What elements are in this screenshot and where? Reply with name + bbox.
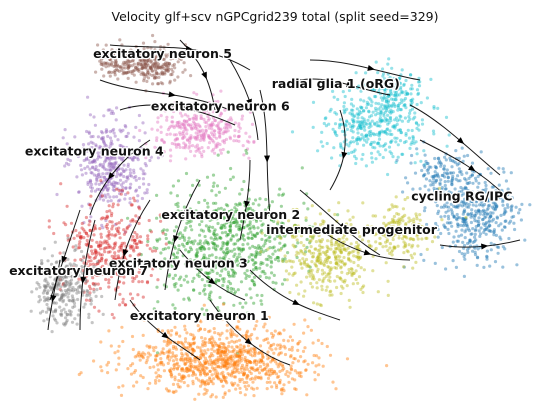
- streamline: [409, 104, 501, 176]
- streamline-arrow: [180, 104, 189, 111]
- streamline: [49, 209, 81, 301]
- cluster-label: excitatory neuron 1: [130, 308, 269, 323]
- cluster-label: cycling RG/IPC: [411, 188, 512, 203]
- streamline: [119, 104, 236, 126]
- cluster-points-excitatory-neuron-3: [47, 179, 169, 320]
- cluster-label: excitatory neuron 5: [93, 46, 232, 61]
- cluster-labels: excitatory neuron 5 excitatory neuron 6 ra…: [8, 45, 514, 324]
- cluster-label: radial glia 1 (oRG): [272, 76, 400, 91]
- streamline-arrow: [208, 277, 216, 285]
- streamline: [419, 139, 511, 201]
- cluster-points-excitatory-neuron-6: [136, 89, 256, 163]
- streamline: [299, 78, 391, 96]
- cluster-label: excitatory neuron 6: [151, 99, 290, 114]
- streamline-arrow: [168, 91, 176, 98]
- streamline-arrow: [481, 243, 489, 250]
- streamline-arrow: [468, 164, 476, 172]
- streamline: [79, 219, 96, 331]
- streamline-arrow: [338, 222, 346, 230]
- cluster-points-excitatory-neuron-2: [123, 148, 340, 355]
- streamline-arrow: [161, 331, 169, 339]
- scatter-points: [29, 33, 532, 401]
- cluster-label: excitatory neuron 3: [109, 256, 248, 271]
- streamline-arrow: [292, 299, 300, 305]
- cluster-points-radial-glia-1-org-: [290, 57, 451, 177]
- streamline-arrow: [363, 249, 372, 256]
- cluster-label: excitatory neuron 4: [25, 143, 164, 158]
- streamline-arrow: [108, 172, 115, 180]
- streamline-arrow: [61, 255, 68, 264]
- streamline-arrow: [246, 98, 252, 107]
- cluster-label: excitatory neuron 2: [161, 207, 300, 222]
- streamline-arrow: [244, 337, 253, 345]
- streamline: [259, 89, 271, 216]
- streamline-arrow: [367, 64, 375, 71]
- streamline: [179, 39, 216, 111]
- cluster-points-excitatory-neuron-1: [77, 302, 389, 401]
- streamline-arrow: [341, 151, 348, 160]
- streamline: [109, 44, 251, 71]
- cluster-points-cycling-rg-ipc: [395, 140, 532, 278]
- streamline-arrow: [264, 155, 271, 163]
- streamline: [164, 179, 201, 291]
- streamline-arrow: [185, 45, 194, 52]
- cluster-points-intermediate-progenitor: [259, 186, 468, 321]
- streamline-arrow: [346, 81, 354, 88]
- cluster-points-excitatory-neuron-7: [29, 236, 105, 334]
- streamline-arrow: [173, 235, 179, 243]
- streamline: [229, 59, 259, 141]
- streamline-arrow: [80, 276, 87, 284]
- streamline: [209, 299, 291, 366]
- velocity-streamlines: [47, 39, 521, 366]
- streamline-arrow: [50, 294, 57, 303]
- cluster-points-excitatory-neuron-5: [94, 33, 193, 93]
- streamline-arrow: [201, 71, 207, 80]
- streamline-arrow: [456, 137, 465, 144]
- cluster-label: excitatory neuron 7: [9, 263, 148, 278]
- chart-title: Velocity glf+scv nGPCgrid239 total (spli…: [112, 9, 439, 24]
- cluster-label: intermediate progenitor: [266, 222, 438, 237]
- cluster-points-excitatory-neuron-4: [55, 95, 164, 234]
- streamline: [114, 199, 151, 301]
- streamline: [89, 139, 151, 216]
- streamline-arrow: [122, 249, 129, 257]
- streamline: [329, 109, 346, 191]
- streamline-arrow: [243, 200, 250, 209]
